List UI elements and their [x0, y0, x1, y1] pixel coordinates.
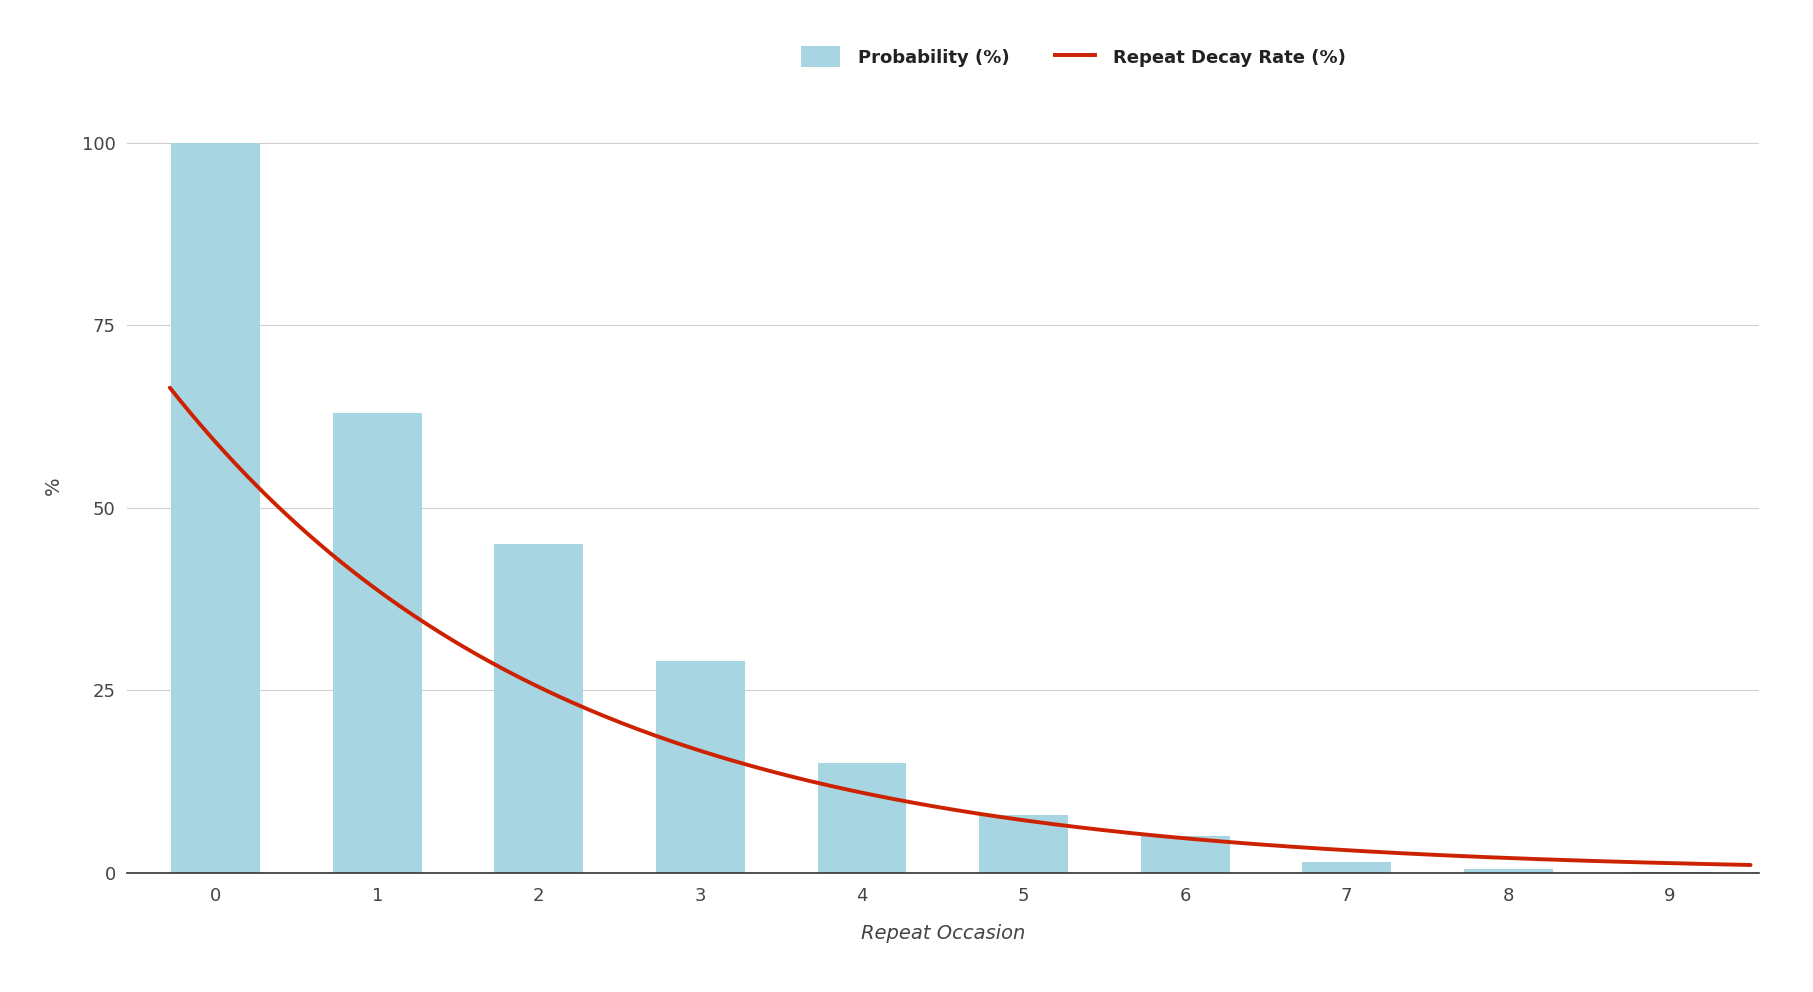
Bar [818, 764, 906, 873]
X-axis label: Repeat Occasion: Repeat Occasion [861, 925, 1024, 943]
Bar [1624, 872, 1713, 873]
Bar [334, 413, 422, 873]
Bar [656, 662, 745, 873]
Bar [495, 545, 584, 873]
Bar [172, 143, 261, 873]
Bar [1302, 862, 1391, 873]
Y-axis label: %: % [44, 477, 62, 495]
Bar [979, 814, 1068, 873]
Bar [1463, 869, 1552, 873]
Legend: Probability (%), Repeat Decay Rate (%): Probability (%), Repeat Decay Rate (%) [801, 47, 1345, 67]
Bar [1140, 836, 1229, 873]
